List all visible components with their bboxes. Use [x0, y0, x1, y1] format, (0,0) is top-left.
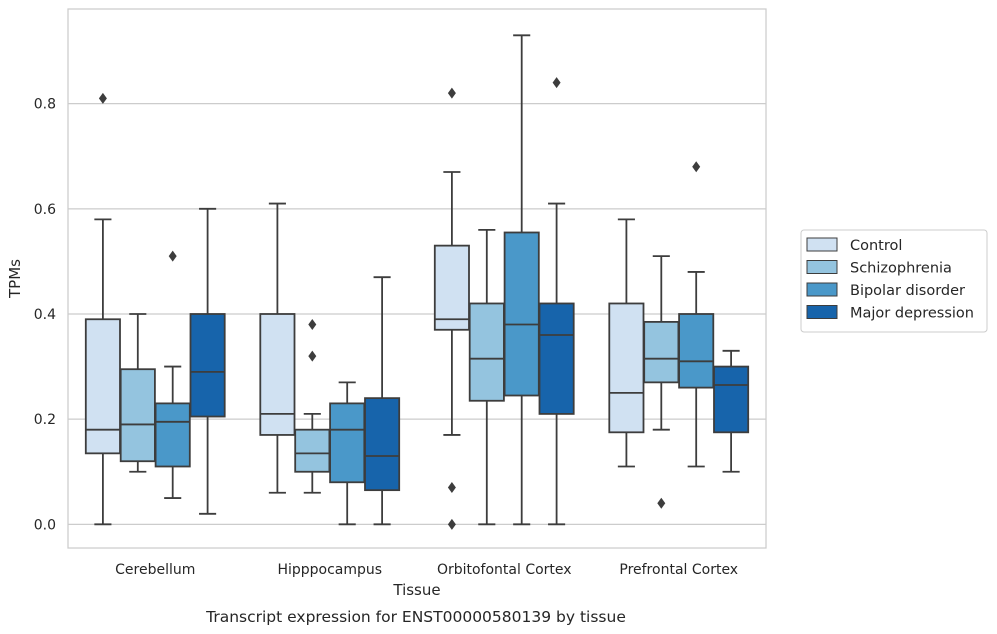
box-3-1 — [643, 255, 680, 509]
chart-caption: Transcript expression for ENST0000058013… — [205, 608, 626, 626]
box-iqr — [329, 402, 366, 484]
legend-swatch — [806, 282, 838, 297]
y-tick-label-0: 0.0 — [34, 517, 56, 533]
box-3-3 — [713, 349, 750, 473]
outlier-point-0 — [447, 87, 456, 99]
box-2-2 — [503, 34, 540, 526]
legend-label: Schizophrenia — [850, 261, 952, 277]
box-iqr — [678, 313, 715, 389]
legend-item-1: Schizophrenia — [806, 260, 952, 277]
outlier-point-2 — [447, 518, 456, 530]
x-tick-label-0: Cerebellum — [115, 562, 195, 578]
y-axis-label: TPMs — [6, 259, 24, 299]
box-iqr — [608, 302, 645, 434]
box-iqr — [643, 320, 680, 384]
box-group-0 — [84, 92, 226, 526]
legend-swatch — [806, 305, 838, 319]
box-iqr — [713, 365, 750, 434]
legend-label: Bipolar disorder — [850, 283, 965, 299]
legend-swatch — [806, 237, 838, 252]
y-tick-label-1: 0.2 — [34, 412, 56, 428]
box-3-2 — [678, 161, 715, 468]
box-1-0 — [259, 202, 296, 494]
legend-swatch — [806, 260, 838, 274]
box-group-2 — [433, 34, 575, 530]
box-iqr — [468, 302, 505, 402]
box-2-3 — [538, 77, 575, 526]
y-tick-label-2: 0.4 — [34, 307, 56, 323]
box-0-2 — [154, 250, 191, 499]
x-tick-label-2: Orbitofontal Cortex — [437, 562, 572, 578]
outlier-point-0 — [552, 77, 561, 89]
box-iqr — [154, 402, 191, 468]
outlier-point-1 — [308, 350, 317, 362]
legend-label: Control — [850, 238, 902, 254]
box-groups — [84, 34, 750, 530]
box-iqr — [538, 302, 575, 415]
box-iqr — [189, 313, 226, 418]
y-tick-labels: 0.0 0.2 0.4 0.6 0.8 — [34, 97, 56, 534]
box-iqr — [364, 397, 401, 492]
box-iqr — [433, 244, 470, 331]
box-iqr — [119, 368, 156, 463]
box-3-0 — [608, 218, 645, 468]
outlier-point-1 — [447, 482, 456, 494]
outlier-point-0 — [692, 161, 701, 173]
box-group-3 — [608, 161, 750, 509]
box-iqr — [294, 428, 331, 473]
box-2-1 — [468, 228, 505, 526]
outlier-point-0 — [308, 319, 317, 331]
box-iqr — [503, 231, 540, 397]
box-0-0 — [84, 92, 121, 526]
legend: Control Schizophrenia Bipolar disorder Majo… — [800, 229, 988, 333]
box-group-1 — [259, 202, 401, 526]
box-2-0 — [433, 87, 470, 530]
legend-label: Major depression — [850, 306, 974, 322]
x-tick-label-3: Prefrontal Cortex — [619, 562, 738, 578]
x-tick-label-1: Hipppocampus — [277, 562, 382, 578]
box-0-3 — [189, 207, 226, 515]
box-iqr — [259, 313, 296, 436]
box-1-1 — [294, 319, 331, 494]
legend-item-2: Bipolar disorder — [806, 282, 965, 299]
legend-item-3: Major depression — [806, 305, 974, 322]
outlier-point-0 — [98, 92, 107, 104]
x-tick-labels: Cerebellum Hipppocampus Orbitofontal Corte… — [115, 562, 738, 578]
box-iqr — [84, 318, 121, 455]
outlier-point-0 — [657, 497, 666, 509]
legend-frame — [800, 229, 988, 333]
box-1-2 — [329, 381, 366, 526]
plot-frame — [67, 8, 767, 549]
y-tick-label-4: 0.8 — [34, 97, 56, 113]
box-0-1 — [119, 313, 156, 473]
legend-item-0: Control — [806, 237, 902, 254]
box-1-3 — [364, 276, 401, 526]
y-tick-label-3: 0.6 — [34, 202, 56, 218]
outlier-point-0 — [168, 250, 177, 262]
x-axis-label: Tissue — [392, 581, 440, 599]
